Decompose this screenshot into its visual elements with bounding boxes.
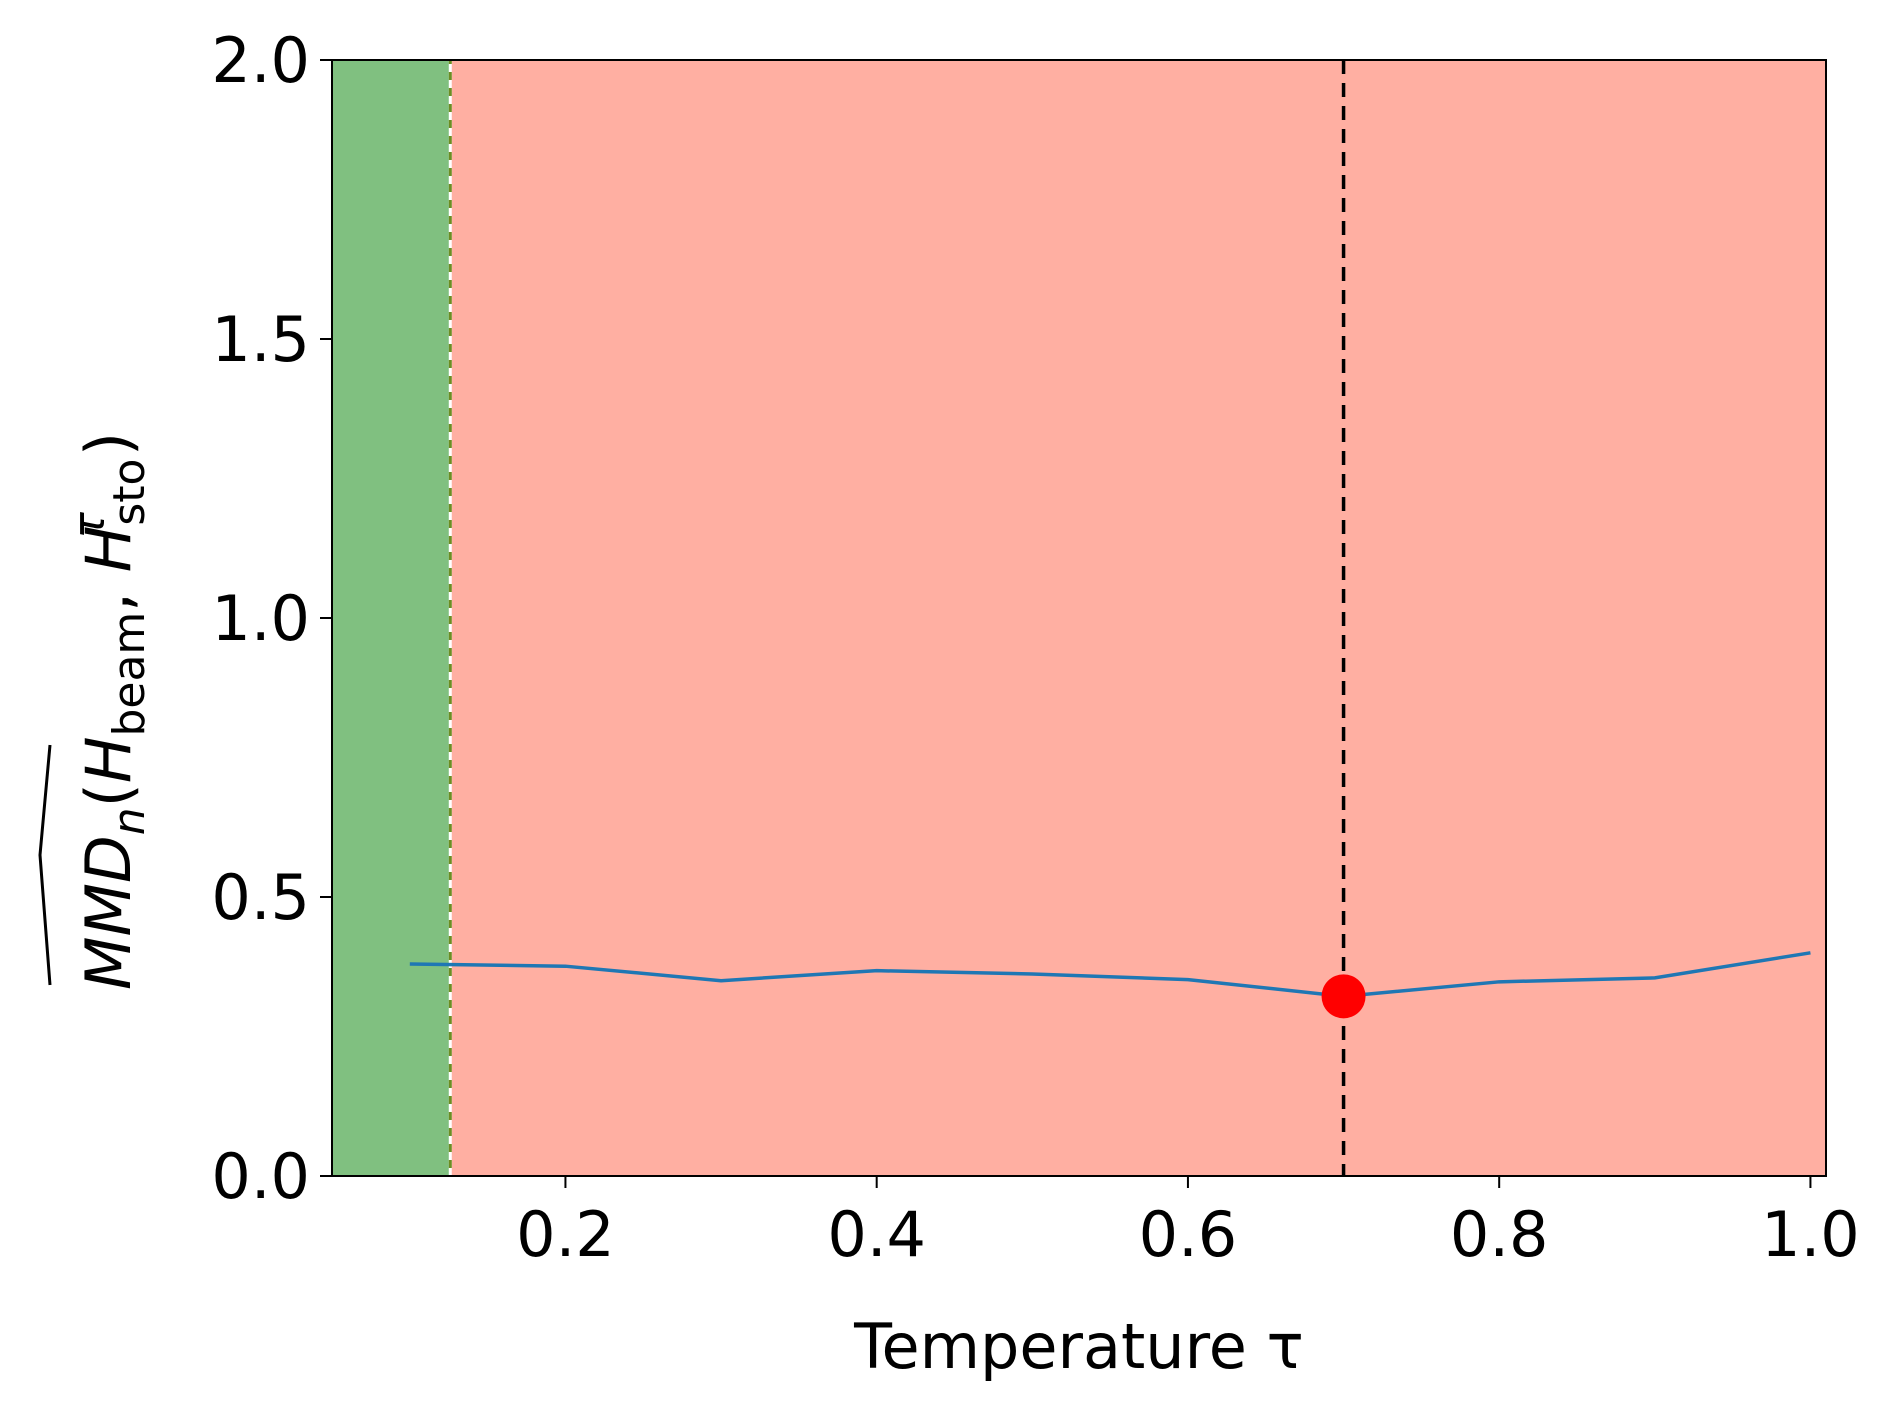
ylabel-h1: H xyxy=(72,737,145,784)
shaded-region-1 xyxy=(450,60,1826,1176)
y-axis-label: MMDn(Hbeam, Hstoτ) xyxy=(38,432,155,990)
ylabel-beam-subscript: beam xyxy=(104,612,155,737)
shaded-regions xyxy=(332,60,1826,1176)
x-tick-label: 0.2 xyxy=(516,1198,615,1271)
y-tick-label: 0.5 xyxy=(211,861,310,934)
ylabel-hat xyxy=(38,744,52,986)
ylabel-h2: H xyxy=(72,526,145,573)
ylabel-n-subscript: n xyxy=(104,807,155,835)
x-axis-ticks: 0.2 0.4 0.6 0.8 1.0 xyxy=(516,1176,1860,1271)
ylabel-comma: , xyxy=(72,572,145,611)
x-axis-label: Temperature τ xyxy=(853,1310,1304,1383)
y-axis-ticks: 0.0 0.5 1.0 1.5 2.0 xyxy=(211,24,332,1213)
ylabel-open-paren: ( xyxy=(72,783,145,807)
highlight-layer xyxy=(1321,974,1366,1019)
series-line-0 xyxy=(409,951,1811,999)
shaded-region-0 xyxy=(332,60,451,1176)
ylabel-tau-superscript: τ xyxy=(64,512,115,539)
ylabel-sto-subscript: sto xyxy=(104,459,155,526)
series-layer xyxy=(409,951,1811,999)
ylabel-close-paren: ) xyxy=(72,432,145,456)
ylabel-mmd: MMD xyxy=(72,835,145,990)
x-tick-label: 1.0 xyxy=(1761,1198,1860,1271)
x-tick-label: 0.8 xyxy=(1450,1198,1549,1271)
x-tick-label: 0.6 xyxy=(1139,1198,1238,1271)
y-tick-label: 1.5 xyxy=(211,303,310,376)
y-tick-label: 0.0 xyxy=(211,1140,310,1213)
y-tick-label: 2.0 xyxy=(211,24,310,97)
y-axis-label-text: MMDn(Hbeam, Hstoτ) xyxy=(64,432,155,990)
x-tick-label: 0.4 xyxy=(827,1198,926,1271)
y-tick-label: 1.0 xyxy=(211,582,310,655)
highlight-point xyxy=(1321,974,1366,1019)
